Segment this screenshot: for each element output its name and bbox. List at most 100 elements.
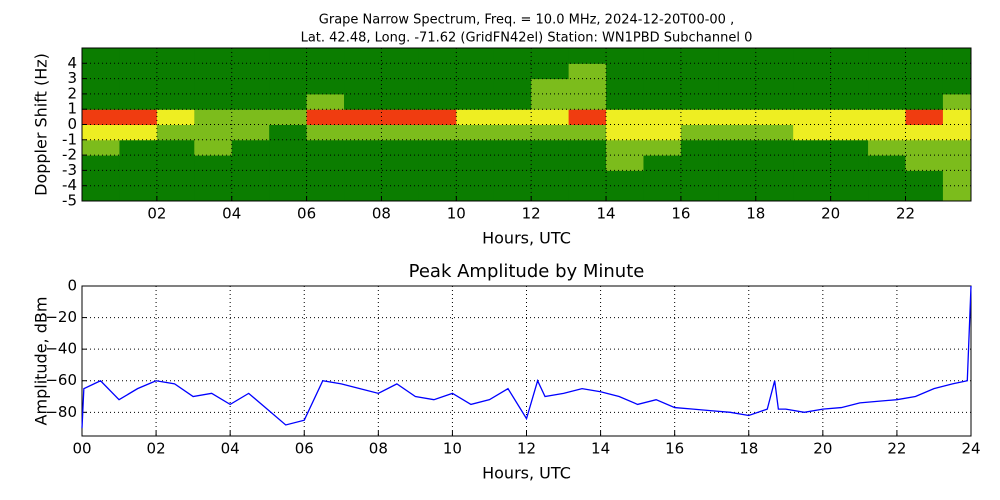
heat-cell <box>680 63 719 80</box>
heat-cell <box>381 185 420 202</box>
heat-cell <box>119 139 158 156</box>
heat-cell <box>156 78 195 95</box>
heat-cell <box>456 155 495 171</box>
heat-cell <box>942 170 972 187</box>
heat-cell <box>231 170 270 187</box>
x-tick-label: 00 <box>72 440 91 458</box>
heat-cell <box>718 185 757 202</box>
heat-cell <box>793 139 832 156</box>
x-tick-label: 06 <box>295 440 314 458</box>
heat-cell <box>830 170 869 187</box>
heat-cell <box>606 170 644 187</box>
heat-cell <box>194 139 233 156</box>
heat-cell <box>156 185 195 202</box>
heat-cell <box>119 155 158 171</box>
heat-cell <box>418 78 457 95</box>
heat-cell <box>306 155 345 171</box>
heat-cell <box>344 170 382 187</box>
heat-cell <box>418 109 457 125</box>
heat-cell <box>718 109 757 125</box>
heat-cell <box>344 78 382 95</box>
chart-title: Peak Amplitude by Minute <box>409 261 645 282</box>
y-tick-label: 2 <box>67 84 77 102</box>
heat-cell <box>718 93 757 110</box>
heat-cell <box>82 155 120 171</box>
heat-cell <box>755 139 794 156</box>
heat-cell <box>868 155 906 171</box>
heat-cell <box>344 139 382 156</box>
x-tick-label: 20 <box>821 205 840 223</box>
heat-cell <box>793 109 832 125</box>
heat-cell <box>905 48 944 64</box>
heat-cell <box>119 93 158 110</box>
heat-cell <box>194 63 233 80</box>
heat-cell <box>830 63 869 80</box>
heat-cell <box>156 63 195 80</box>
heat-cell <box>531 93 570 110</box>
heat-cell <box>643 93 682 110</box>
heat-cell <box>830 78 869 95</box>
x-tick-label: 20 <box>813 440 832 458</box>
heat-cell <box>568 185 607 202</box>
x-tick-label: 06 <box>297 205 316 223</box>
x-tick-label: 10 <box>447 205 466 223</box>
heat-cell <box>531 78 570 95</box>
heat-cell <box>568 155 607 171</box>
heat-cell <box>306 109 345 125</box>
heat-cell <box>194 170 233 187</box>
heat-cell <box>82 124 120 141</box>
heat-cell <box>905 139 944 156</box>
y-tick-label: -4 <box>62 176 77 194</box>
heat-cell <box>868 139 906 156</box>
heat-cell <box>194 109 233 125</box>
heat-cell <box>606 63 644 80</box>
heat-cell <box>119 78 158 95</box>
heat-cell <box>82 170 120 187</box>
heat-cell <box>793 48 832 64</box>
heat-cell <box>942 124 972 141</box>
heat-cell <box>344 48 382 64</box>
heat-cell <box>568 139 607 156</box>
heat-cell <box>306 185 345 202</box>
heat-cell <box>306 78 345 95</box>
heat-cell <box>755 170 794 187</box>
x-axis-label: Hours, UTC <box>482 464 571 483</box>
heat-cell <box>868 93 906 110</box>
heat-cell <box>568 93 607 110</box>
heat-cell <box>156 48 195 64</box>
heat-cell <box>755 155 794 171</box>
heat-cell <box>231 109 270 125</box>
heat-cell <box>718 170 757 187</box>
heat-cell <box>868 185 906 202</box>
heat-cell <box>306 63 345 80</box>
heat-cell <box>156 139 195 156</box>
heat-cell <box>942 48 972 64</box>
heat-cell <box>718 124 757 141</box>
heat-cell <box>306 48 345 64</box>
heat-cell <box>269 93 308 110</box>
heat-cell <box>905 78 944 95</box>
heat-cell <box>231 93 270 110</box>
heat-cell <box>718 155 757 171</box>
heat-cell <box>868 109 906 125</box>
heat-cell <box>531 155 570 171</box>
heat-cell <box>306 170 345 187</box>
x-tick-label: 14 <box>596 205 615 223</box>
heat-cell <box>680 139 719 156</box>
y-tick-label: -2 <box>62 146 77 164</box>
y-axis-label: Doppler Shift (Hz) <box>32 53 51 196</box>
x-tick-label: 08 <box>369 440 388 458</box>
x-tick-label: 24 <box>961 440 980 458</box>
heat-cell <box>755 48 794 64</box>
heat-cell <box>269 63 308 80</box>
heat-cell <box>830 155 869 171</box>
y-tick-label: 0 <box>67 115 77 133</box>
y-axis-label: Amplitude, dBm <box>32 297 51 426</box>
heat-cell <box>418 124 457 141</box>
heat-cell <box>643 155 682 171</box>
y-tick-label: 1 <box>67 100 77 118</box>
heat-cell <box>606 185 644 202</box>
heat-cell <box>231 124 270 141</box>
heat-cell <box>568 48 607 64</box>
heat-cell <box>680 48 719 64</box>
